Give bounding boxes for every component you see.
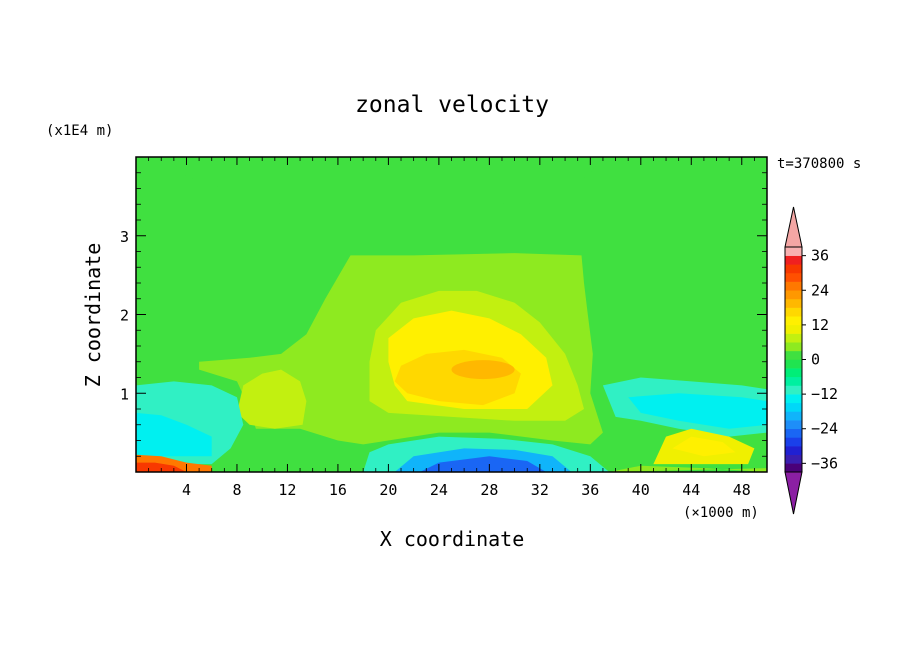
colorbar-segment xyxy=(785,411,802,421)
colorbar-segment xyxy=(785,376,802,386)
colorbar-segment xyxy=(785,437,802,447)
x-tick-label: 24 xyxy=(430,481,448,499)
colorbar-segment xyxy=(785,394,802,404)
x-tick-label: 40 xyxy=(632,481,650,499)
colorbar-tick-label: −12 xyxy=(811,385,838,403)
x-tick-label: 44 xyxy=(682,481,700,499)
x-tick-label: 36 xyxy=(581,481,599,499)
colorbar-tick-label: 0 xyxy=(811,351,820,369)
plume-core xyxy=(451,360,515,380)
colorbar-segment xyxy=(785,324,802,334)
upper-green-band xyxy=(136,212,767,240)
time-label: t=370800 s xyxy=(777,156,861,172)
y-tick-label: 3 xyxy=(120,228,129,246)
x-tick-label: 8 xyxy=(232,481,241,499)
y-axis-label: Z coordinate xyxy=(81,243,105,388)
chart-title: zonal velocity xyxy=(355,92,549,118)
colorbar-segment xyxy=(785,342,802,352)
x-tick-label: 16 xyxy=(329,481,347,499)
colorbar-segment xyxy=(785,307,802,317)
colorbar-segment xyxy=(785,446,802,455)
x-tick-label: 48 xyxy=(733,481,751,499)
x-axis-label: X coordinate xyxy=(380,527,525,551)
y-tick-label: 1 xyxy=(120,385,129,403)
colorbar-over-triangle xyxy=(784,206,803,248)
colorbar-segment xyxy=(785,359,802,369)
left-low-negative-core xyxy=(136,412,212,457)
colorbar-segment xyxy=(785,247,802,256)
colorbar-segment xyxy=(785,255,802,265)
colorbar-tick-label: 12 xyxy=(811,316,829,334)
colorbar-segment xyxy=(785,272,802,282)
upper-green-tongue xyxy=(167,157,603,213)
colorbar-tick-label: −24 xyxy=(811,420,838,438)
colorbar-tick-label: 24 xyxy=(811,281,829,299)
x-tick-label: 20 xyxy=(379,481,397,499)
x-unit-label: (×1000 m) xyxy=(683,505,759,521)
colorbar-segment xyxy=(785,454,802,464)
y-unit-label: (x1E4 m) xyxy=(46,123,113,139)
colorbar-segment xyxy=(785,316,802,326)
colorbar-under-triangle xyxy=(784,471,803,515)
y-tick-label: 2 xyxy=(120,307,129,325)
colorbar-segment xyxy=(785,463,802,473)
colorbar-segment xyxy=(785,402,802,412)
colorbar-segment xyxy=(785,428,802,438)
colorbar-segment xyxy=(785,290,802,300)
colorbar-segment xyxy=(785,420,802,430)
colorbar-segment xyxy=(785,281,802,291)
colorbar-segment xyxy=(785,385,802,395)
x-tick-label: 28 xyxy=(480,481,498,499)
x-tick-label: 12 xyxy=(278,481,296,499)
colorbar-segment xyxy=(785,368,802,378)
contour-field xyxy=(136,157,767,472)
colorbar-segment xyxy=(785,350,802,360)
left-center-blob xyxy=(237,369,307,429)
x-tick-label: 4 xyxy=(182,481,191,499)
x-tick-label: 32 xyxy=(531,481,549,499)
colorbar: 36 24 12 0 −12 −24 −36 xyxy=(784,206,838,515)
colorbar-tick-label: 36 xyxy=(811,247,829,265)
right-low-positive-core xyxy=(672,436,736,457)
right-low-negative-core xyxy=(628,393,767,429)
surface-green-strip xyxy=(609,465,767,472)
colorbar-segment xyxy=(785,333,802,343)
colorbar-tick-label: −36 xyxy=(811,454,838,472)
colorbar-segment xyxy=(785,264,802,274)
colorbar-segment xyxy=(785,298,802,308)
